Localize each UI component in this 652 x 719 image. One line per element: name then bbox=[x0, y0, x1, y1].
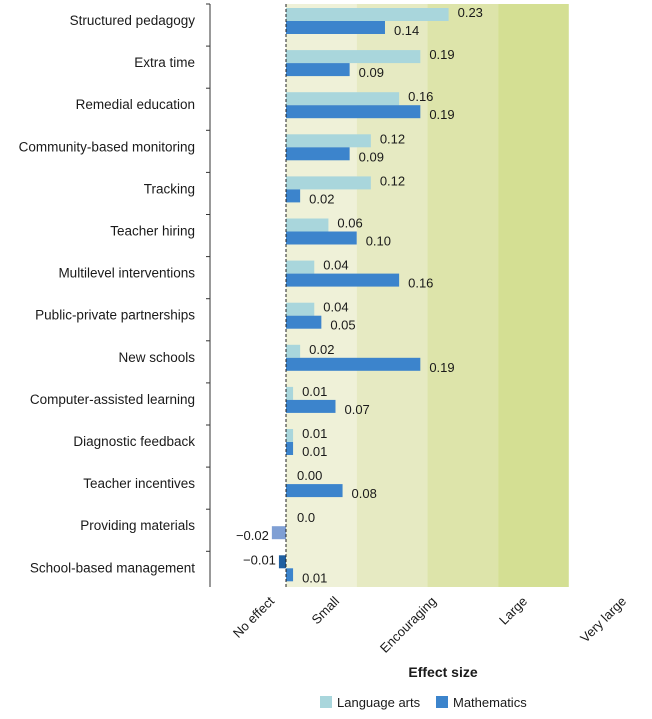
category-label: School-based management bbox=[30, 560, 195, 575]
bar-mathematics[interactable] bbox=[286, 189, 301, 203]
bar-language-arts[interactable] bbox=[286, 50, 421, 64]
zone-labels: No effect Small Encouraging Large Very large bbox=[230, 593, 629, 655]
value-label-mathematics: 0.07 bbox=[344, 402, 369, 417]
legend: Language arts Mathematics bbox=[320, 695, 527, 710]
bar-language-arts[interactable] bbox=[278, 555, 286, 569]
value-label-mathematics: 0.16 bbox=[408, 276, 433, 291]
bar-language-arts[interactable] bbox=[286, 218, 329, 232]
value-label-mathematics: 0.14 bbox=[394, 23, 419, 38]
bar-language-arts[interactable] bbox=[286, 302, 315, 316]
value-label-mathematics: 0.19 bbox=[429, 360, 454, 375]
value-label-language-arts: 0.0 bbox=[297, 510, 315, 525]
bar-language-arts[interactable] bbox=[286, 92, 400, 106]
value-label-mathematics: 0.05 bbox=[330, 318, 355, 333]
legend-swatch-mathematics bbox=[436, 696, 448, 708]
zone-label-very-large: Very large bbox=[577, 594, 629, 646]
bar-language-arts[interactable] bbox=[286, 176, 371, 190]
zone-band-small bbox=[286, 4, 357, 587]
value-label-language-arts: 0.02 bbox=[309, 342, 334, 357]
bar-language-arts[interactable] bbox=[286, 344, 301, 358]
value-label-mathematics: 0.01 bbox=[302, 444, 327, 459]
value-label-language-arts: 0.12 bbox=[380, 131, 405, 146]
category-label: Tracking bbox=[144, 181, 195, 196]
bar-mathematics[interactable] bbox=[286, 442, 294, 455]
value-label-language-arts: 0.12 bbox=[380, 173, 405, 188]
bar-mathematics[interactable] bbox=[286, 315, 322, 329]
bar-language-arts[interactable] bbox=[286, 134, 371, 148]
zone-band-no-effect bbox=[215, 4, 286, 587]
value-label-language-arts: 0.00 bbox=[297, 468, 322, 483]
bar-mathematics[interactable] bbox=[286, 399, 336, 413]
value-label-mathematics: 0.09 bbox=[359, 149, 384, 164]
category-label: Providing materials bbox=[80, 518, 195, 533]
bar-mathematics[interactable] bbox=[286, 105, 421, 119]
category-labels: Structured pedagogy Extra time Remedial ed… bbox=[19, 13, 196, 575]
bar-mathematics[interactable] bbox=[286, 21, 385, 34]
zone-band-very-large bbox=[498, 4, 569, 587]
legend-label-language-arts[interactable]: Language arts bbox=[337, 695, 421, 710]
category-label: Public-private partnerships bbox=[35, 308, 195, 323]
value-label-language-arts: 0.16 bbox=[408, 89, 433, 104]
zone-band-large bbox=[427, 4, 499, 587]
legend-swatch-language-arts bbox=[320, 696, 332, 708]
value-label-mathematics: 0.01 bbox=[302, 570, 327, 585]
category-label: Extra time bbox=[134, 55, 195, 70]
category-label: Remedial education bbox=[76, 97, 195, 112]
value-labels: 0.23 0.14 0.19 0.09 0.16 0.19 0.12 0.09 0.12 0.02… bbox=[236, 5, 483, 585]
zone-label-small: Small bbox=[309, 593, 343, 627]
category-label: Teacher incentives bbox=[83, 476, 195, 491]
bar-mathematics[interactable] bbox=[286, 147, 350, 161]
category-label: Teacher hiring bbox=[110, 224, 195, 239]
category-label: Structured pedagogy bbox=[70, 13, 196, 28]
effect-zones bbox=[215, 4, 569, 587]
value-label-language-arts: −0.01 bbox=[243, 552, 276, 567]
bar-mathematics[interactable] bbox=[286, 357, 421, 371]
value-label-language-arts: 0.23 bbox=[458, 5, 483, 20]
legend-label-mathematics[interactable]: Mathematics bbox=[453, 695, 527, 710]
bar-mathematics[interactable] bbox=[286, 568, 294, 582]
value-label-mathematics: 0.19 bbox=[429, 107, 454, 122]
category-label: New schools bbox=[118, 350, 195, 365]
bar-language-arts[interactable] bbox=[286, 8, 449, 21]
value-label-mathematics: 0.10 bbox=[366, 234, 391, 249]
value-label-mathematics: 0.08 bbox=[352, 486, 377, 501]
zone-label-no-effect: No effect bbox=[230, 593, 278, 641]
category-label: Multilevel interventions bbox=[58, 266, 195, 281]
bar-mathematics[interactable] bbox=[286, 484, 343, 498]
value-label-mathematics: 0.09 bbox=[359, 65, 384, 80]
bar-mathematics[interactable] bbox=[286, 273, 400, 287]
value-label-language-arts: 0.19 bbox=[429, 47, 454, 62]
category-label: Community-based monitoring bbox=[19, 139, 195, 154]
value-label-language-arts: 0.04 bbox=[323, 300, 348, 315]
bar-mathematics[interactable] bbox=[286, 63, 350, 77]
category-axis bbox=[206, 3, 211, 587]
bar-mathematics[interactable] bbox=[286, 231, 357, 245]
x-axis-title: Effect size bbox=[408, 664, 477, 680]
bar-language-arts[interactable] bbox=[286, 429, 294, 442]
zone-label-large: Large bbox=[496, 594, 530, 628]
bar-mathematics[interactable] bbox=[271, 526, 286, 540]
category-label: Diagnostic feedback bbox=[73, 434, 195, 449]
value-label-language-arts: 0.01 bbox=[302, 384, 327, 399]
bar-language-arts[interactable] bbox=[286, 386, 294, 400]
bars bbox=[271, 8, 449, 582]
bar-language-arts[interactable] bbox=[286, 260, 315, 274]
value-label-mathematics: 0.02 bbox=[309, 191, 334, 206]
zone-label-encouraging: Encouraging bbox=[377, 594, 439, 656]
category-label: Computer-assisted learning bbox=[30, 392, 195, 407]
value-label-language-arts: 0.01 bbox=[302, 426, 327, 441]
value-label-language-arts: 0.04 bbox=[323, 258, 348, 273]
value-label-mathematics: −0.02 bbox=[236, 528, 269, 543]
value-label-language-arts: 0.06 bbox=[337, 216, 362, 231]
